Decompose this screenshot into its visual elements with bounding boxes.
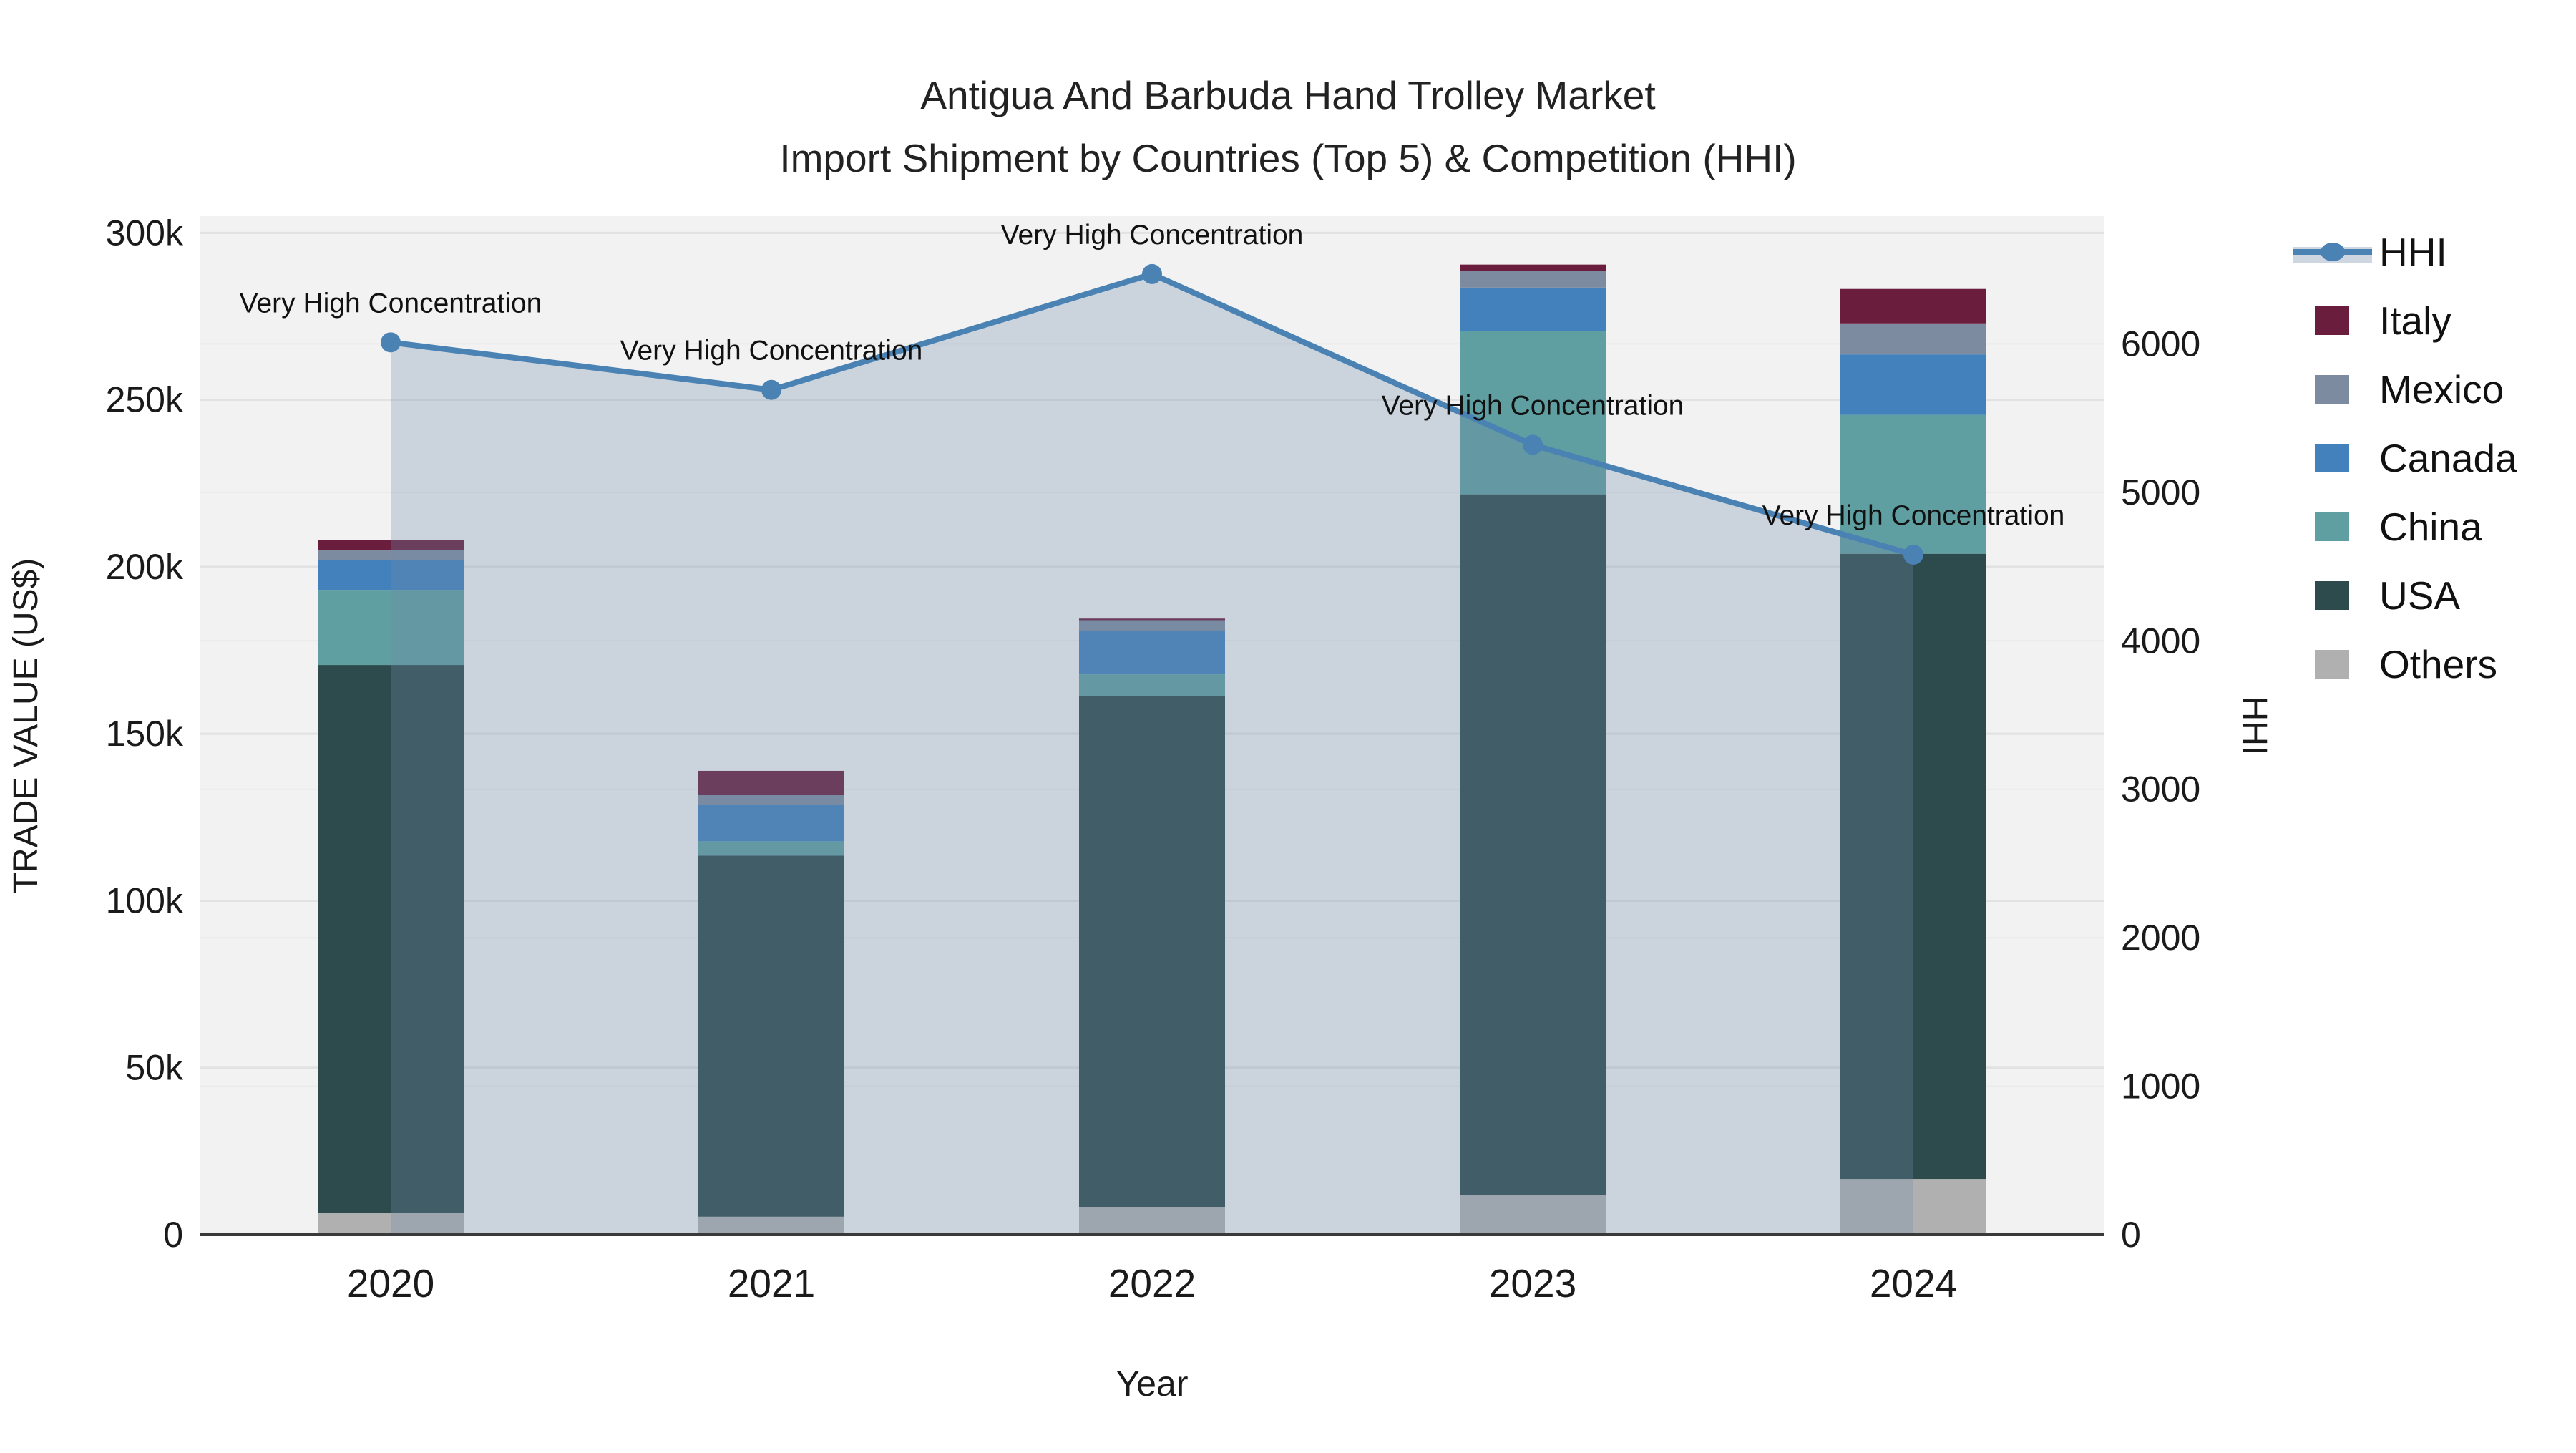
annotation-2020: Very High Concentration (240, 288, 542, 319)
y-tick-label: 200k (106, 547, 184, 587)
legend-label-canada: Canada (2379, 436, 2517, 480)
bar-segment-canada-2022[interactable] (1079, 631, 1225, 675)
annotation-2022: Very High Concentration (1001, 220, 1304, 251)
hhi-marker-2023[interactable] (1523, 434, 1543, 455)
annotation-2024: Very High Concentration (1762, 500, 2065, 531)
y2-tick-label: 1000 (2121, 1066, 2200, 1107)
legend-label-italy: Italy (2379, 298, 2451, 343)
chart-title-line1: Antigua And Barbuda Hand Trolley Market (920, 73, 1655, 117)
bar-segment-others-2024[interactable] (1840, 1179, 1986, 1235)
y-tick-label: 0 (163, 1215, 183, 1255)
bar-segment-usa-2020[interactable] (318, 665, 464, 1213)
legend-label-hhi: HHI (2379, 230, 2447, 274)
legend-swatch-canada (2315, 444, 2349, 472)
bar-segment-canada-2020[interactable] (318, 560, 464, 591)
y2-tick-label: 4000 (2121, 621, 2200, 661)
x-axis-title: Year (1116, 1364, 1188, 1404)
bar-segment-mexico-2021[interactable] (698, 795, 844, 805)
annotation-2021: Very High Concentration (620, 336, 923, 366)
legend-item-italy[interactable]: Italy (2315, 298, 2451, 343)
legend-item-china[interactable]: China (2315, 505, 2482, 549)
legend-swatch-china (2315, 512, 2349, 541)
y2-tick-label: 0 (2121, 1215, 2141, 1255)
bar-segment-usa-2024[interactable] (1840, 553, 1986, 1180)
y-axis-title: TRADE VALUE (US$) (7, 558, 45, 894)
legend-swatch-italy (2315, 306, 2349, 335)
bar-segment-china-2024[interactable] (1840, 414, 1986, 554)
hhi-marker-2020[interactable] (381, 332, 401, 353)
bar-segment-china-2023[interactable] (1460, 331, 1606, 495)
x-tick-label-2022: 2022 (1108, 1261, 1196, 1306)
y2-axis-title: HHI (2235, 696, 2273, 756)
legend-item-mexico[interactable]: Mexico (2315, 367, 2504, 412)
y2-tick-label: 3000 (2121, 769, 2200, 810)
legend-label-mexico: Mexico (2379, 367, 2504, 412)
bar-segment-canada-2021[interactable] (698, 805, 844, 842)
bar-segment-china-2021[interactable] (698, 841, 844, 856)
legend-item-canada[interactable]: Canada (2315, 436, 2517, 480)
hhi-marker-2022[interactable] (1142, 263, 1162, 284)
x-tick-label-2021: 2021 (728, 1261, 815, 1306)
y2-tick-label: 2000 (2121, 918, 2200, 958)
bar-segment-mexico-2022[interactable] (1079, 620, 1225, 631)
x-tick-label-2020: 2020 (347, 1261, 434, 1306)
y-tick-label: 250k (106, 380, 184, 420)
legend-label-others: Others (2379, 642, 2497, 686)
y2-tick-label: 5000 (2121, 472, 2200, 512)
y-tick-label: 50k (125, 1048, 184, 1088)
bar-segment-others-2022[interactable] (1079, 1207, 1225, 1235)
bar-segment-italy-2020[interactable] (318, 540, 464, 550)
bar-segment-italy-2023[interactable] (1460, 264, 1606, 271)
bar-segment-canada-2023[interactable] (1460, 287, 1606, 331)
y-tick-label: 300k (106, 213, 184, 253)
bar-segment-china-2020[interactable] (318, 590, 464, 666)
bar-segment-others-2023[interactable] (1460, 1195, 1606, 1235)
bar-segment-china-2022[interactable] (1079, 674, 1225, 696)
x-tick-label-2024: 2024 (1870, 1261, 1957, 1306)
legend-swatch-others (2315, 650, 2349, 679)
hhi-marker-2021[interactable] (761, 379, 781, 400)
hhi-area-fill (391, 273, 1913, 1235)
y-tick-label: 150k (106, 714, 184, 754)
bar-segment-usa-2023[interactable] (1460, 494, 1606, 1195)
bar-segment-italy-2022[interactable] (1079, 618, 1225, 621)
legend-label-china: China (2379, 505, 2482, 549)
legend-hhi-marker-sample (2321, 243, 2345, 261)
bar-segment-italy-2021[interactable] (698, 770, 844, 796)
legend-item-others[interactable]: Others (2315, 642, 2497, 686)
legend-swatch-usa (2315, 581, 2349, 610)
bar-segment-mexico-2023[interactable] (1460, 271, 1606, 288)
legend-swatch-mexico (2315, 375, 2349, 404)
bar-segment-others-2021[interactable] (698, 1216, 844, 1235)
y2-tick-label: 6000 (2121, 324, 2200, 364)
bar-segment-mexico-2020[interactable] (318, 550, 464, 560)
bar-segment-others-2020[interactable] (318, 1213, 464, 1235)
legend-item-usa[interactable]: USA (2315, 573, 2460, 618)
chart-title-line2: Import Shipment by Countries (Top 5) & C… (779, 136, 1796, 180)
bar-segment-italy-2024[interactable] (1840, 288, 1986, 324)
bar-segment-mexico-2024[interactable] (1840, 323, 1986, 355)
annotation-2023: Very High Concentration (1382, 390, 1684, 421)
legend-label-usa: USA (2379, 573, 2460, 618)
x-tick-label-2023: 2023 (1489, 1261, 1576, 1306)
bar-segment-usa-2022[interactable] (1079, 696, 1225, 1207)
legend-item-hhi[interactable]: HHI (2293, 230, 2447, 274)
bar-segment-canada-2024[interactable] (1840, 354, 1986, 415)
y-tick-label: 100k (106, 880, 184, 920)
hhi-marker-2024[interactable] (1903, 544, 1923, 565)
bar-segment-usa-2021[interactable] (698, 855, 844, 1217)
